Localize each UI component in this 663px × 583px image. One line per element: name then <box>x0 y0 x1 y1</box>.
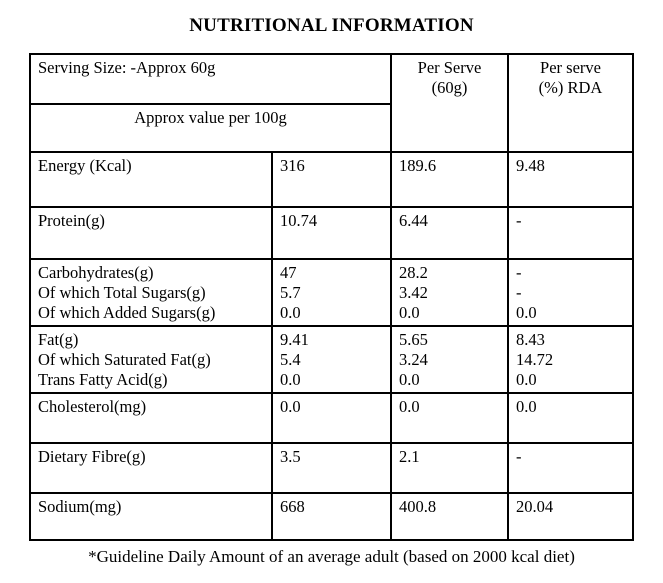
value-per-serve: 0.0 <box>399 303 420 322</box>
value-per-serve: 3.24 <box>399 350 428 369</box>
value-per-100g: 0.0 <box>279 397 301 416</box>
nutrient-label: Of which Added Sugars(g) <box>37 303 216 322</box>
serving-size-cell: Serving Size: -Approx 60g <box>28 53 393 105</box>
value-per-100g-cell: 10.74 <box>270 206 393 260</box>
value-per-serve-cell: 5.65 3.24 0.0 <box>390 325 509 394</box>
value-per-serve-cell: 0.0 <box>390 392 509 444</box>
footnote: *Guideline Daily Amount of an average ad… <box>88 547 575 566</box>
value-rda: 9.48 <box>516 156 545 175</box>
page-title: NUTRITIONAL INFORMATION <box>189 15 474 36</box>
value-per-serve: 3.42 <box>399 283 428 302</box>
value-per-serve: 400.8 <box>399 497 437 516</box>
value-per-serve: 2.1 <box>399 447 420 466</box>
per-serve-header-cell: Per Serve (60g) <box>390 53 509 153</box>
table-row-cholesterol: Cholesterol(mg) 0.0 0.0 0.0 <box>28 392 634 444</box>
value-rda-cell: 20.04 <box>507 492 634 541</box>
value-per-serve: 6.44 <box>399 211 428 230</box>
value-rda-cell: - - 0.0 <box>507 258 634 327</box>
table-row-carbohydrates: Carbohydrates(g) Of which Total Sugars(g… <box>28 258 634 327</box>
value-per-100g: 316 <box>279 156 305 175</box>
value-per-serve: 0.0 <box>399 370 420 389</box>
value-per-100g: 5.4 <box>279 350 301 369</box>
value-per-100g-cell: 9.41 5.4 0.0 <box>270 325 393 394</box>
value-per-100g-cell: 316 <box>270 151 393 208</box>
nutrient-label: Carbohydrates(g) <box>37 263 154 282</box>
nutrient-label: Fat(g) <box>37 330 79 349</box>
nutrient-label: Of which Saturated Fat(g) <box>37 350 211 369</box>
value-rda: 0.0 <box>516 397 537 416</box>
value-per-100g: 3.5 <box>279 447 301 466</box>
table-row-dietary-fibre: Dietary Fibre(g) 3.5 2.1 - <box>28 442 634 494</box>
nutrient-label: Trans Fatty Acid(g) <box>37 370 168 389</box>
value-per-serve: 0.0 <box>399 397 420 416</box>
header-row-serving: Serving Size: -Approx 60g Per Serve (60g… <box>28 53 634 153</box>
nutrient-label-cell: Sodium(mg) <box>28 492 273 541</box>
value-per-serve: 28.2 <box>399 263 428 282</box>
table-row-sodium: Sodium(mg) 668 400.8 20.04 <box>28 492 634 541</box>
value-rda-cell: 9.48 <box>507 151 634 208</box>
value-per-100g-cell: 0.0 <box>270 392 393 444</box>
value-per-100g-cell: 668 <box>270 492 393 541</box>
nutrient-label: Protein(g) <box>37 211 105 230</box>
value-rda: - <box>516 447 522 466</box>
value-per-100g: 10.74 <box>279 211 318 230</box>
nutrient-label-cell: Protein(g) <box>28 206 273 260</box>
table-row-fat: Fat(g) Of which Saturated Fat(g) Trans F… <box>28 325 634 394</box>
value-per-serve-cell: 2.1 <box>390 442 509 494</box>
value-per-serve: 5.65 <box>399 330 428 349</box>
value-rda: 20.04 <box>516 497 554 516</box>
nutrient-label: Energy (Kcal) <box>37 156 132 175</box>
value-rda: 8.43 <box>516 330 545 349</box>
nutrient-label-cell: Cholesterol(mg) <box>28 392 273 444</box>
value-rda: - <box>516 283 522 302</box>
value-rda: 0.0 <box>516 370 537 389</box>
per-serve-rda-header-cell: Per serve (%) RDA <box>507 53 634 153</box>
nutrient-label-cell: Carbohydrates(g) Of which Total Sugars(g… <box>28 258 273 327</box>
value-rda: - <box>516 211 522 230</box>
value-rda: 0.0 <box>516 303 537 322</box>
approx-value-header-cell: Approx value per 100g <box>28 103 393 153</box>
value-per-serve-cell: 400.8 <box>390 492 509 541</box>
nutrient-label-cell: Energy (Kcal) <box>28 151 273 208</box>
value-rda: - <box>516 263 522 282</box>
nutrition-table: Serving Size: -Approx 60g Per Serve (60g… <box>28 53 634 541</box>
value-per-serve-cell: 28.2 3.42 0.0 <box>390 258 509 327</box>
nutrient-label-cell: Dietary Fibre(g) <box>28 442 273 494</box>
value-rda-cell: - <box>507 442 634 494</box>
nutrient-label: Cholesterol(mg) <box>37 397 147 416</box>
nutrient-label: Of which Total Sugars(g) <box>37 283 206 302</box>
header-row-per-100g: Approx value per 100g <box>28 103 633 153</box>
table-row-protein: Protein(g) 10.74 6.44 - <box>28 206 634 260</box>
value-per-100g-cell: 47 5.7 0.0 <box>270 258 393 327</box>
nutrient-label: Sodium(mg) <box>37 497 122 516</box>
value-rda-cell: - <box>507 206 634 260</box>
value-per-100g: 47 <box>279 263 297 282</box>
value-rda-cell: 0.0 <box>507 392 634 444</box>
value-per-100g: 5.7 <box>279 283 301 302</box>
value-per-100g: 9.41 <box>279 330 309 349</box>
value-per-100g-cell: 3.5 <box>270 442 393 494</box>
value-rda-cell: 8.43 14.72 0.0 <box>507 325 634 394</box>
value-per-100g: 0.0 <box>279 303 301 322</box>
nutrient-label-cell: Fat(g) Of which Saturated Fat(g) Trans F… <box>28 325 273 394</box>
value-rda: 14.72 <box>516 350 554 369</box>
value-per-100g: 0.0 <box>279 370 301 389</box>
value-per-serve-cell: 189.6 <box>390 151 509 208</box>
value-per-100g: 668 <box>279 497 305 516</box>
table-row-energy: Energy (Kcal) 316 189.6 9.48 <box>28 151 634 208</box>
value-per-serve-cell: 6.44 <box>390 206 509 260</box>
value-per-serve: 189.6 <box>399 156 437 175</box>
nutrient-label: Dietary Fibre(g) <box>37 447 146 466</box>
